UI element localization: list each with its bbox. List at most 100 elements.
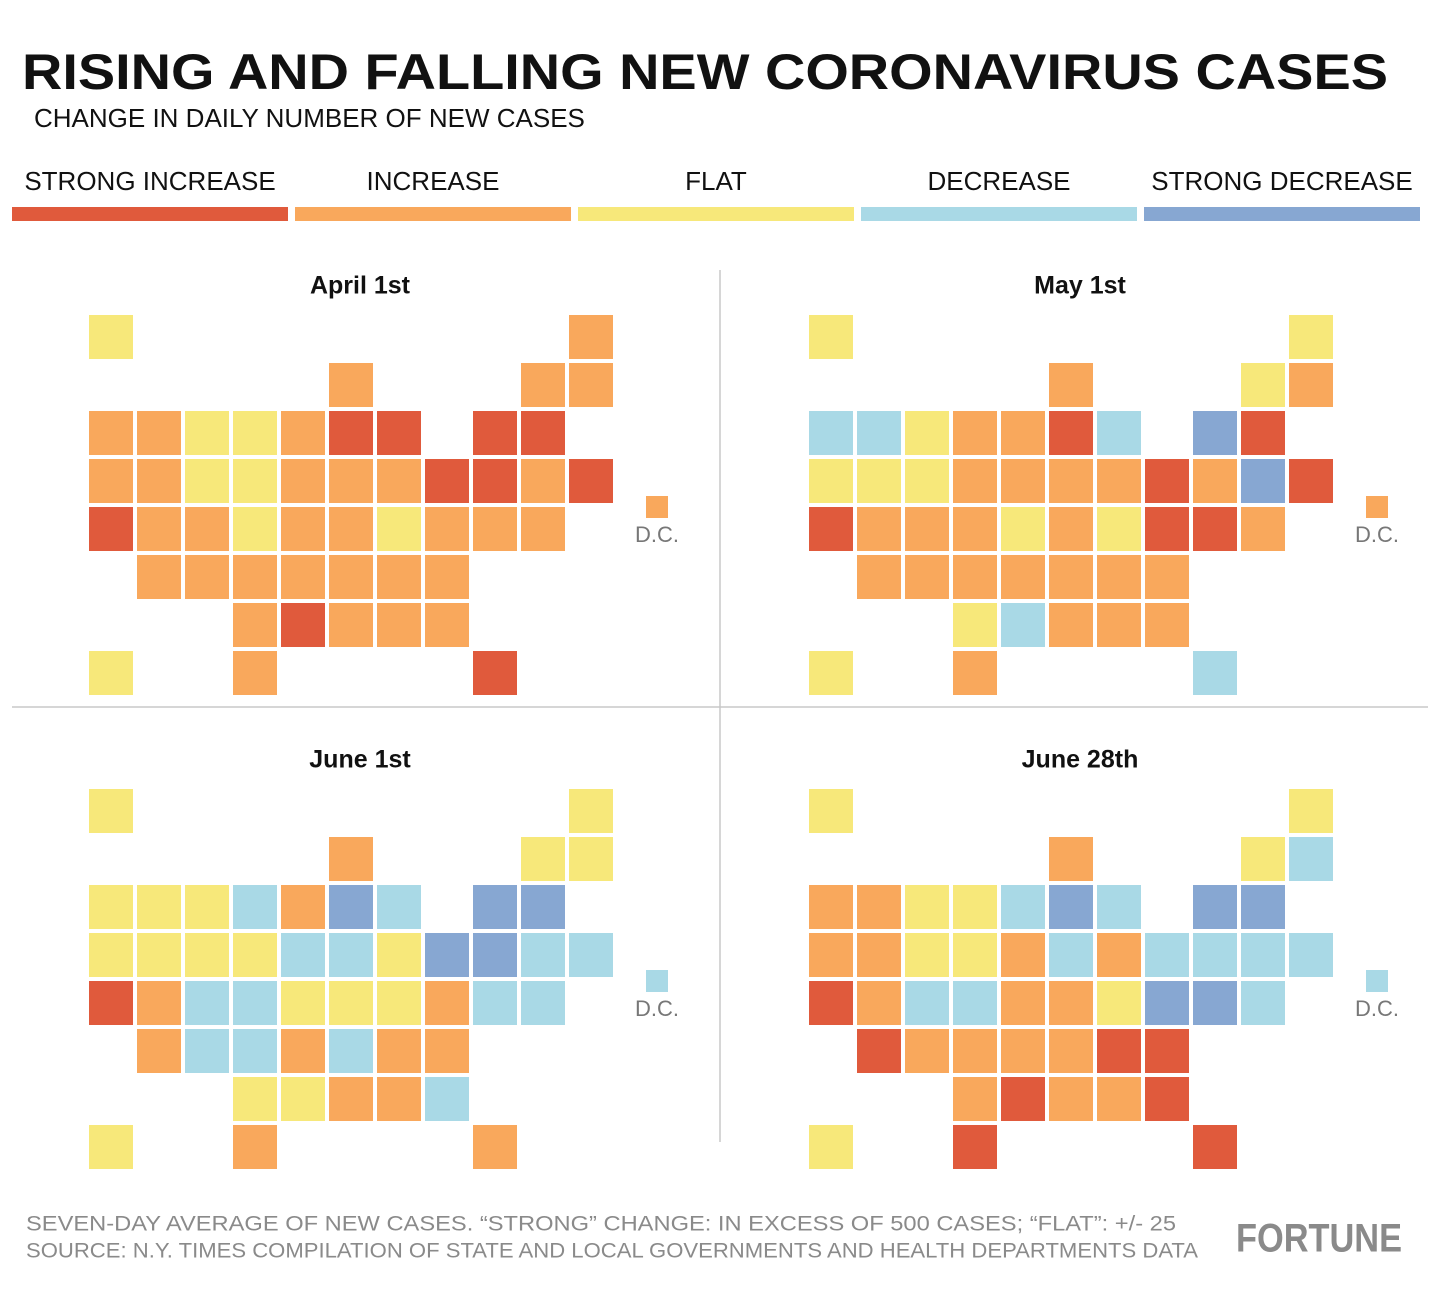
state-tile <box>135 457 183 505</box>
state-tile <box>375 409 423 457</box>
state-tile <box>1191 883 1239 931</box>
state-tile <box>279 409 327 457</box>
state-tile <box>135 979 183 1027</box>
legend-swatch <box>12 207 288 221</box>
title: RISING AND FALLING NEW CORONAVIRUS CASES <box>22 44 1388 100</box>
state-tile <box>1239 979 1287 1027</box>
legend-swatch <box>295 207 571 221</box>
footnote: SEVEN-DAY AVERAGE OF NEW CASES. “STRONG”… <box>26 1213 1176 1236</box>
state-tile <box>87 787 135 835</box>
state-tile <box>375 553 423 601</box>
state-tile <box>1095 1027 1143 1075</box>
state-tile <box>1191 649 1239 697</box>
state-tile <box>1287 931 1335 979</box>
state-tile <box>519 883 567 931</box>
state-tile <box>135 553 183 601</box>
state-tile <box>423 457 471 505</box>
state-tile <box>807 649 855 697</box>
state-tile <box>1143 457 1191 505</box>
state-tile <box>231 979 279 1027</box>
state-tile <box>1047 601 1095 649</box>
state-tile <box>423 1027 471 1075</box>
state-tile <box>327 361 375 409</box>
state-tile <box>855 505 903 553</box>
state-tile <box>1095 883 1143 931</box>
state-tile <box>279 1027 327 1075</box>
state-tile <box>375 457 423 505</box>
state-tile <box>1239 883 1287 931</box>
state-tile <box>1143 505 1191 553</box>
state-tile <box>1239 505 1287 553</box>
state-tile <box>951 1027 999 1075</box>
state-tile <box>1239 457 1287 505</box>
state-tile <box>807 457 855 505</box>
state-tile <box>1047 409 1095 457</box>
state-tile <box>231 505 279 553</box>
state-tile <box>87 931 135 979</box>
state-tile <box>1239 361 1287 409</box>
panel-title: June 1st <box>309 746 411 774</box>
panel-title: May 1st <box>1034 272 1126 300</box>
state-tile <box>423 601 471 649</box>
map-panel: April 1st D.C. <box>87 272 679 697</box>
dc-tile <box>644 968 670 994</box>
state-tile <box>1191 409 1239 457</box>
state-tile <box>519 505 567 553</box>
dc-tile <box>1364 494 1390 520</box>
panel-title: April 1st <box>310 272 411 300</box>
brand-logo: FORTUNE <box>1236 1217 1402 1261</box>
state-tile <box>1191 505 1239 553</box>
legend-label: INCREASE <box>367 166 500 196</box>
state-tile <box>999 505 1047 553</box>
state-tile <box>1287 787 1335 835</box>
state-tile <box>951 649 999 697</box>
state-tile <box>135 505 183 553</box>
state-tile <box>1095 931 1143 979</box>
state-tile <box>375 601 423 649</box>
state-tile <box>1047 1075 1095 1123</box>
panel-title: June 28th <box>1022 746 1139 774</box>
state-tile <box>327 835 375 883</box>
state-tile <box>231 601 279 649</box>
state-tile <box>519 835 567 883</box>
state-tile <box>279 883 327 931</box>
state-tile <box>279 505 327 553</box>
state-tile <box>519 409 567 457</box>
state-tile <box>855 553 903 601</box>
state-tile <box>807 1123 855 1171</box>
state-tile <box>279 601 327 649</box>
state-tile <box>327 883 375 931</box>
state-tile <box>87 979 135 1027</box>
state-tile <box>903 979 951 1027</box>
state-tile <box>903 883 951 931</box>
state-tile <box>1191 931 1239 979</box>
legend-swatch <box>1144 207 1420 221</box>
dc-tile <box>644 494 670 520</box>
state-tile <box>87 1123 135 1171</box>
dc-label: D.C. <box>1355 522 1399 547</box>
state-tile <box>951 979 999 1027</box>
state-tile <box>1095 1075 1143 1123</box>
state-tile <box>375 505 423 553</box>
state-tile <box>951 505 999 553</box>
state-tile <box>999 1075 1047 1123</box>
state-tile <box>807 409 855 457</box>
state-tile <box>903 931 951 979</box>
state-tile <box>807 313 855 361</box>
legend-label: STRONG INCREASE <box>24 166 275 196</box>
state-tile <box>231 1123 279 1171</box>
state-tile <box>1239 409 1287 457</box>
state-tile <box>423 505 471 553</box>
state-tile <box>1047 1027 1095 1075</box>
state-tile <box>903 553 951 601</box>
state-tile <box>183 505 231 553</box>
state-tile <box>375 979 423 1027</box>
state-tile <box>1095 553 1143 601</box>
subtitle: CHANGE IN DAILY NUMBER OF NEW CASES <box>34 103 585 133</box>
state-tile <box>903 1027 951 1075</box>
state-tile <box>1143 553 1191 601</box>
state-tile <box>87 313 135 361</box>
state-tile <box>135 931 183 979</box>
state-tile <box>279 1075 327 1123</box>
state-tile <box>567 787 615 835</box>
